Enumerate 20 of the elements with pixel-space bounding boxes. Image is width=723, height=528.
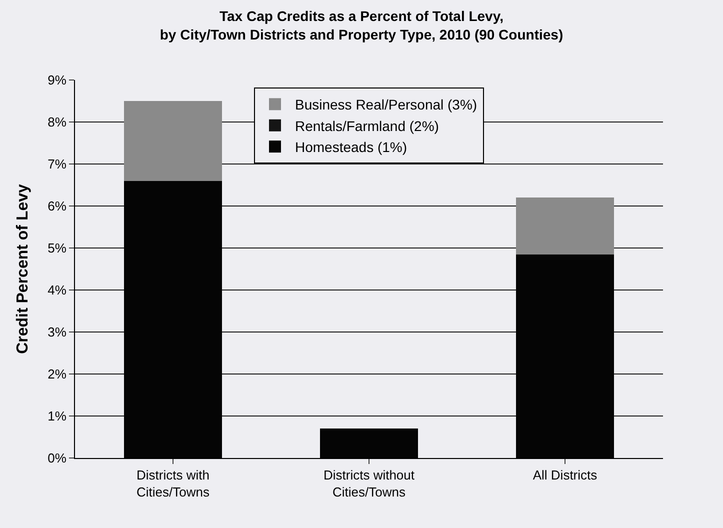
legend-label: Homesteads (1%)	[295, 139, 408, 156]
bar	[124, 101, 222, 181]
legend-label: Rentals/Farmland (2%)	[295, 118, 439, 134]
y-tick-label: 8%	[48, 114, 67, 130]
y-axis-title: Credit Percent of Levy	[14, 184, 32, 354]
y-tick-label: 3%	[48, 324, 67, 340]
y-tick-label: 0%	[48, 450, 67, 466]
y-tick-label: 7%	[48, 156, 67, 172]
y-tick-label: 9%	[48, 72, 67, 88]
x-tick-label: All Districts	[532, 468, 598, 483]
x-tick-label: Districts with Cities/Towns	[136, 468, 210, 500]
y-tick-label: 5%	[48, 240, 67, 256]
x-tick-label: Districts without Cities/Towns	[323, 468, 415, 500]
y-tick-label: 4%	[48, 282, 67, 298]
legend-label: Business Real/Personal (3%)	[295, 96, 478, 113]
chart-title: Tax Cap Credits as a Percent of Total Levy, by City/Town Districts and Property Type, 2010 (90 Counties)	[160, 8, 564, 42]
bar	[516, 198, 614, 254]
y-tick-label: 1%	[48, 408, 67, 424]
y-tick-label: 2%	[48, 366, 67, 382]
y-tick-label: 6%	[48, 198, 67, 214]
